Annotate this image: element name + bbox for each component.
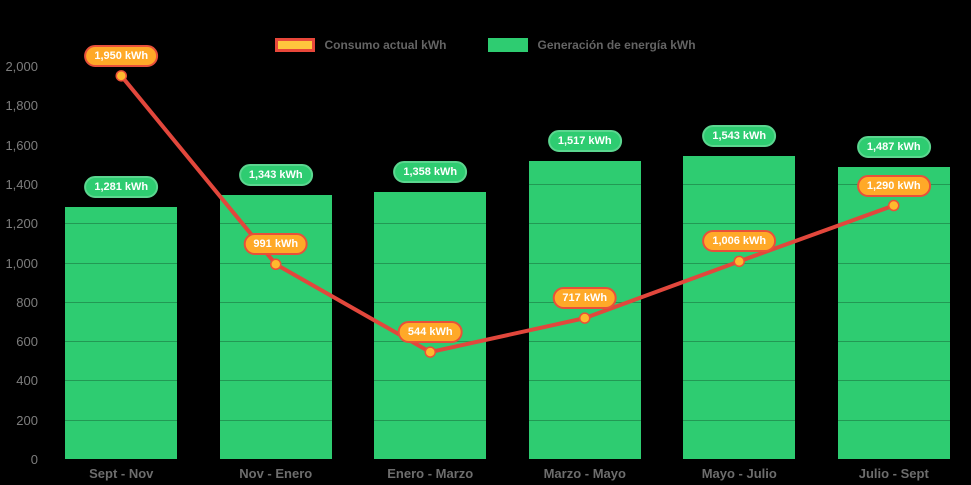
line-value-badge: 717 kWh bbox=[552, 287, 618, 310]
x-axis-category-label: Marzo - Mayo bbox=[543, 466, 626, 481]
gridline bbox=[44, 419, 971, 421]
y-axis-tick-label: 800 bbox=[16, 294, 38, 310]
x-axis-category-label: Julio - Sept bbox=[858, 466, 929, 481]
legend-item-consumo[interactable]: Consumo actual kWh bbox=[275, 38, 446, 52]
gridline bbox=[44, 223, 971, 225]
x-axis-category-label: Enero - Marzo bbox=[387, 466, 474, 481]
gridline bbox=[44, 341, 971, 343]
y-axis-tick-label: 200 bbox=[16, 412, 38, 428]
line-value-badge: 544 kWh bbox=[397, 321, 463, 344]
y-axis-tick-label: 2,000 bbox=[5, 59, 38, 74]
y-axis-tick-label: 1,600 bbox=[5, 137, 38, 153]
y-axis-tick-label: 1,400 bbox=[5, 176, 38, 192]
y-axis-tick-label: 1,800 bbox=[5, 98, 38, 114]
generacion-bar[interactable] bbox=[65, 207, 178, 459]
generacion-bar[interactable] bbox=[683, 155, 796, 459]
generacion-bar[interactable] bbox=[528, 160, 641, 459]
consumo-line-path bbox=[119, 73, 896, 355]
y-axis-tick-label: 400 bbox=[16, 373, 38, 389]
gridline bbox=[44, 144, 971, 146]
y-axis-tick-label: 0 bbox=[30, 452, 38, 467]
bar-value-badge: 1,358 kWh bbox=[393, 161, 468, 184]
legend-item-generacion[interactable]: Generación de energía kWh bbox=[488, 38, 696, 52]
gridline bbox=[44, 301, 971, 303]
bar-value-badge: 1,543 kWh bbox=[702, 124, 777, 147]
y-axis-tick-label: 1,000 bbox=[5, 255, 38, 271]
consumo-line-marker[interactable] bbox=[888, 199, 900, 212]
x-axis-category-label: Nov - Enero bbox=[239, 466, 313, 481]
line-value-badge: 991 kWh bbox=[243, 233, 309, 256]
generacion-swatch-icon bbox=[488, 38, 529, 52]
line-value-badge: 1,950 kWh bbox=[84, 44, 159, 67]
y-axis-tick-label: 600 bbox=[16, 334, 38, 350]
consumo-line-marker[interactable] bbox=[424, 346, 436, 358]
consumo-line-marker[interactable] bbox=[579, 312, 591, 324]
consumo-line-marker[interactable] bbox=[733, 255, 745, 268]
bar-value-badge: 1,343 kWh bbox=[238, 164, 313, 187]
legend-label-generacion: Generación de energía kWh bbox=[537, 38, 696, 52]
gridline bbox=[44, 262, 971, 264]
bar-value-badge: 1,281 kWh bbox=[84, 176, 159, 199]
bar-value-badge: 1,517 kWh bbox=[547, 129, 622, 152]
consumo-line-marker[interactable] bbox=[270, 258, 282, 271]
gridline bbox=[44, 105, 971, 107]
line-value-badge: 1,006 kWh bbox=[702, 230, 777, 253]
gridline bbox=[44, 183, 971, 185]
consumo-line-marker[interactable] bbox=[115, 70, 127, 82]
chart-legend: Consumo actual kWh Generación de energía… bbox=[0, 38, 971, 52]
bar-value-badge: 1,487 kWh bbox=[856, 135, 931, 158]
y-axis-tick-label: 1,200 bbox=[5, 216, 38, 232]
x-axis-category-label: Sept - Nov bbox=[89, 466, 154, 481]
legend-label-consumo: Consumo actual kWh bbox=[324, 38, 447, 52]
gridline bbox=[44, 380, 971, 382]
gridline bbox=[44, 66, 971, 67]
consumo-swatch-icon bbox=[275, 38, 316, 52]
x-axis-category-label: Mayo - Julio bbox=[701, 466, 777, 481]
line-value-badge: 1,290 kWh bbox=[856, 174, 931, 197]
generacion-bar[interactable] bbox=[837, 166, 950, 459]
